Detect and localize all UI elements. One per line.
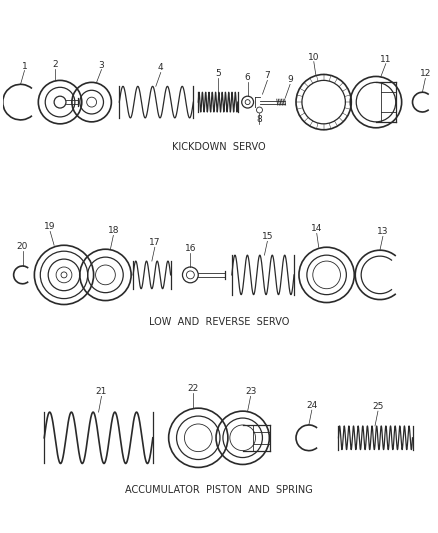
Text: 7: 7: [265, 71, 270, 80]
Text: 24: 24: [306, 401, 318, 410]
Text: 4: 4: [158, 63, 163, 72]
Text: 15: 15: [261, 232, 273, 241]
Text: 25: 25: [372, 402, 384, 411]
Text: 16: 16: [185, 244, 196, 253]
Text: 9: 9: [287, 75, 293, 84]
Text: 20: 20: [17, 242, 28, 251]
Text: 13: 13: [377, 228, 389, 237]
Text: 21: 21: [96, 387, 107, 397]
Text: 1: 1: [21, 61, 27, 70]
Text: 11: 11: [380, 54, 392, 63]
Text: 17: 17: [149, 238, 161, 247]
Text: 5: 5: [215, 69, 221, 78]
Text: 18: 18: [108, 227, 119, 236]
Text: 10: 10: [308, 53, 320, 62]
Text: 14: 14: [311, 224, 322, 233]
Text: 19: 19: [44, 222, 56, 231]
Text: 2: 2: [52, 60, 58, 69]
Text: ACCUMULATOR  PISTON  AND  SPRING: ACCUMULATOR PISTON AND SPRING: [125, 485, 313, 495]
Text: 8: 8: [257, 115, 262, 124]
Text: 6: 6: [245, 74, 251, 83]
Text: LOW  AND  REVERSE  SERVO: LOW AND REVERSE SERVO: [149, 317, 289, 327]
Text: 12: 12: [420, 69, 431, 78]
Text: 23: 23: [245, 387, 256, 397]
Text: 22: 22: [188, 384, 199, 393]
Text: 3: 3: [99, 61, 104, 69]
Text: KICKDOWN  SERVO: KICKDOWN SERVO: [172, 142, 266, 151]
